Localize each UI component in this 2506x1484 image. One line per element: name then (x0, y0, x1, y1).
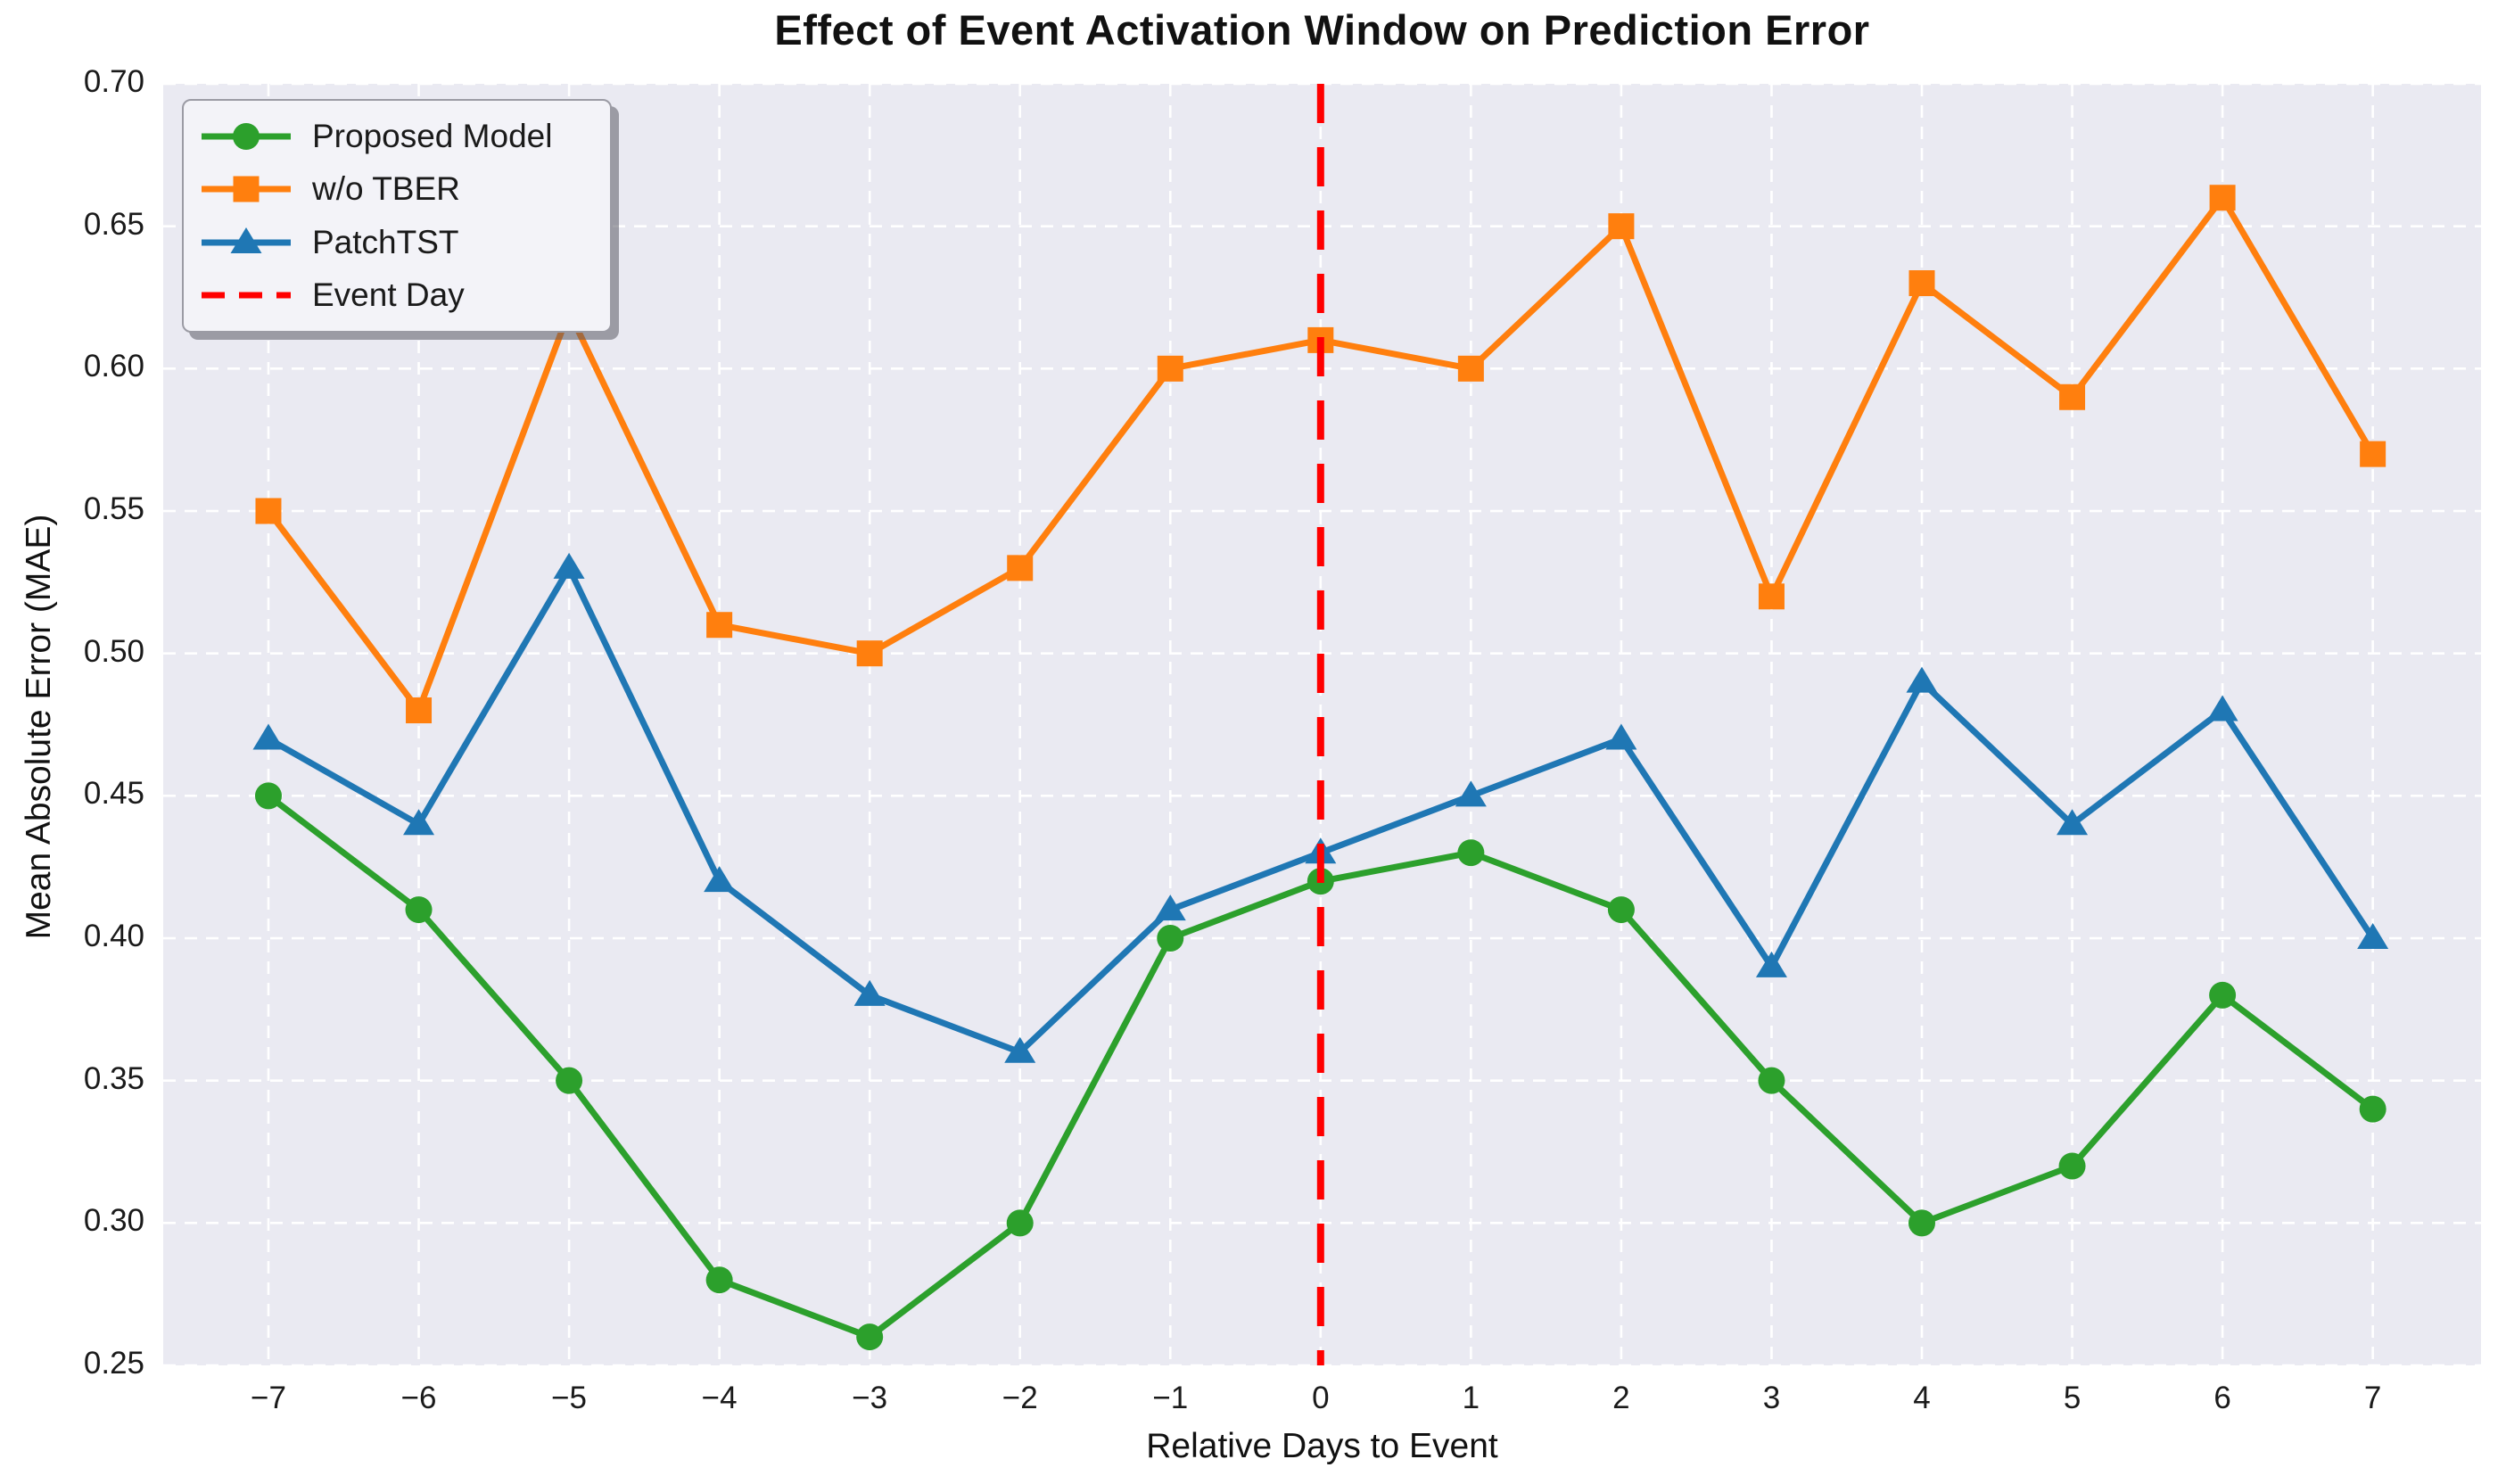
y-tick-0.60: 0.60 (83, 349, 144, 384)
chart-title: Effect of Event Activation Window on Pre… (774, 6, 1870, 54)
marker-triangle-patchtst (403, 809, 435, 836)
x-tick-5: 5 (2063, 1381, 2081, 1415)
marker-circle-proposed-model (1758, 1067, 1785, 1094)
y-axis-label: Mean Absolute Error (MAE) (20, 514, 58, 940)
marker-circle-proposed-model (2058, 1152, 2086, 1180)
marker-triangle-patchtst (1004, 1036, 1036, 1063)
x-tick-3: 3 (1762, 1381, 1781, 1415)
y-tick-0.35: 0.35 (83, 1060, 144, 1096)
marker-square-w-o-tber (2209, 185, 2236, 211)
legend-sample-proposed-model (202, 122, 291, 150)
marker-triangle-patchtst (252, 723, 284, 750)
marker-triangle-patchtst (2206, 695, 2238, 721)
y-tick-0.70: 0.70 (83, 64, 144, 99)
marker-triangle-patchtst (1755, 951, 1787, 977)
marker-square-w-o-tber (406, 697, 433, 724)
y-tick-0.55: 0.55 (83, 491, 144, 526)
x-tick-0: 0 (1312, 1381, 1330, 1415)
marker-triangle-patchtst (553, 552, 585, 579)
marker-circle-proposed-model (405, 896, 433, 924)
legend-label-patchtst: PatchTST (312, 223, 459, 260)
marker-triangle-patchtst (1455, 780, 1487, 807)
marker-circle-proposed-model (856, 1323, 884, 1351)
x-axis-label: Relative Days to Event (1146, 1427, 1498, 1465)
marker-square-w-o-tber (1908, 270, 1935, 297)
marker-square-w-o-tber (1758, 583, 1785, 610)
marker-circle-proposed-model (1006, 1209, 1034, 1237)
x-tick-2: −2 (1002, 1381, 1038, 1415)
marker-triangle-patchtst (2057, 809, 2089, 836)
x-tick-7: −7 (251, 1381, 286, 1415)
marker-circle-proposed-model (1457, 839, 1485, 867)
marker-circle-proposed-model (254, 782, 282, 810)
marker-triangle-patchtst (1605, 723, 1637, 750)
marker-triangle-patchtst (853, 979, 886, 1006)
marker-circle-proposed-model (1908, 1209, 1936, 1237)
marker-triangle-patchtst (1906, 666, 1938, 693)
x-tick-5: −5 (551, 1381, 588, 1415)
x-tick-1: −1 (1152, 1381, 1189, 1415)
marker-square-w-o-tber (2059, 383, 2086, 410)
marker-square-w-o-tber (2360, 441, 2386, 467)
legend-item-patchtst: PatchTST (200, 223, 594, 262)
x-tick-4: 4 (1913, 1381, 1931, 1415)
legend-sample-patchtst (202, 227, 291, 253)
marker-triangle-patchtst (1154, 895, 1186, 921)
marker-circle-proposed-model (1607, 896, 1635, 924)
marker-square-w-o-tber (856, 640, 883, 667)
marker-circle-proposed-model (2359, 1095, 2386, 1123)
y-tick-0.65: 0.65 (83, 206, 144, 242)
y-tick-0.25: 0.25 (83, 1346, 144, 1381)
marker-circle-proposed-model (705, 1266, 733, 1294)
legend-sample-w-o-tber (202, 176, 291, 202)
marker-triangle-patchtst (704, 866, 736, 893)
legend-label-w-o-tber: w/o TBER (312, 170, 460, 208)
y-tick-0.40: 0.40 (83, 919, 144, 953)
legend-item-w-o-tber: w/o TBER (200, 169, 594, 209)
x-tick-6: 6 (2213, 1381, 2231, 1415)
x-tick-1: 1 (1462, 1381, 1480, 1415)
legend: Proposed Model w/o TBER PatchTST Event Day (182, 99, 612, 333)
marker-square-w-o-tber (1457, 355, 1484, 382)
marker-square-w-o-tber (706, 612, 733, 639)
marker-circle-proposed-model (2209, 981, 2237, 1009)
legend-item-event-day: Event Day (200, 276, 594, 315)
marker-circle-proposed-model (1157, 925, 1184, 952)
marker-circle-proposed-model (556, 1067, 583, 1094)
y-tick-0.30: 0.30 (83, 1203, 144, 1239)
x-tick-7: 7 (2363, 1381, 2382, 1415)
y-tick-0.45: 0.45 (83, 776, 144, 812)
x-tick-3: −3 (852, 1381, 888, 1415)
legend-label-proposed-model: Proposed Model (312, 117, 553, 154)
marker-triangle-patchtst (2357, 923, 2389, 949)
legend-item-proposed-model: Proposed Model (200, 117, 594, 156)
marker-square-w-o-tber (1608, 213, 1635, 240)
y-tick-0.50: 0.50 (83, 633, 144, 669)
x-tick-6: −6 (400, 1381, 437, 1415)
marker-square-w-o-tber (1157, 355, 1183, 382)
x-tick-2: 2 (1612, 1381, 1630, 1415)
legend-label-event-day: Event Day (312, 276, 465, 314)
marker-square-w-o-tber (255, 498, 282, 524)
legend-sample-event-day (202, 292, 291, 299)
x-tick-4: −4 (701, 1381, 738, 1415)
marker-square-w-o-tber (1007, 555, 1034, 581)
